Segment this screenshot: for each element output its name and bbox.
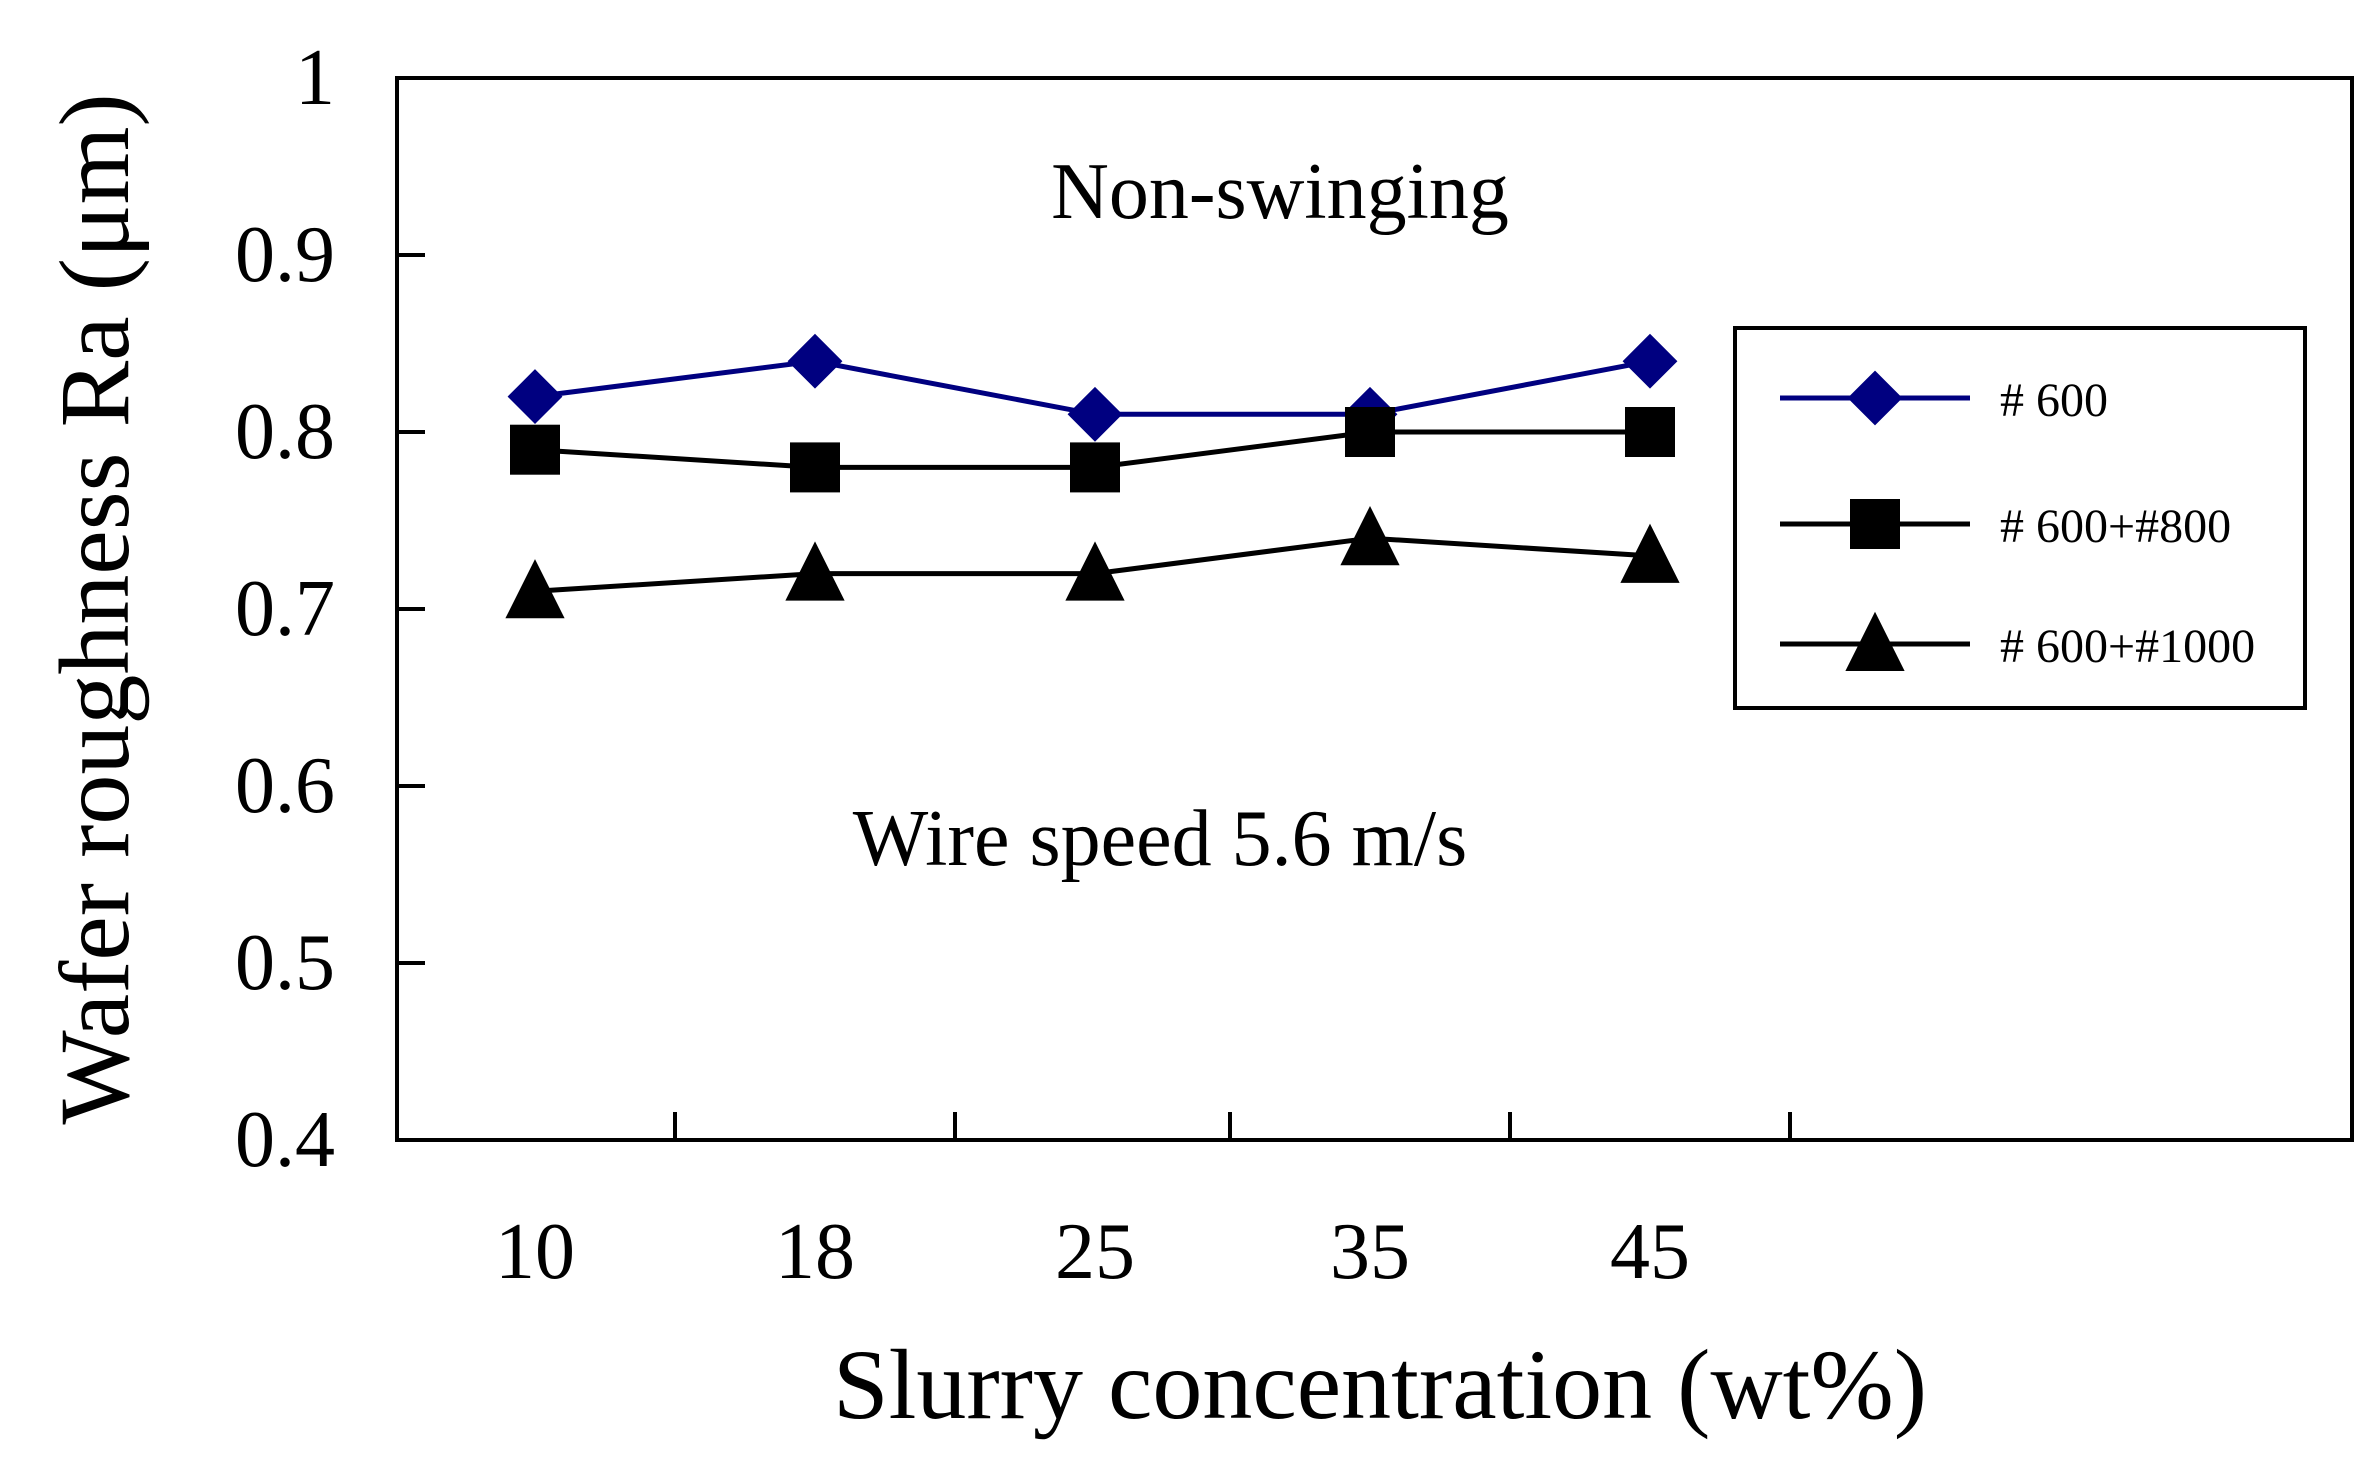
legend-marker-diamond bbox=[1847, 370, 1903, 426]
series-2 bbox=[510, 407, 1675, 493]
data-point-triangle bbox=[785, 541, 845, 601]
legend-label: # 600+#1000 bbox=[2000, 620, 2255, 673]
y-tick-label: 0.5 bbox=[235, 919, 335, 1007]
data-point-triangle bbox=[505, 559, 565, 619]
annotation-non-swinging: Non-swinging bbox=[1051, 148, 1509, 236]
x-axis-label: Slurry concentration (wt%) bbox=[833, 1329, 1927, 1440]
series-layer bbox=[505, 333, 1680, 619]
legend-entry: # 600+#800 bbox=[1780, 499, 2231, 553]
data-point-diamond bbox=[787, 333, 843, 389]
legend-entries: # 600 # 600+#800 # 600+#1000 bbox=[1780, 370, 2255, 673]
y-tick-label: 1 bbox=[295, 34, 335, 122]
y-tick-label: 0.9 bbox=[235, 211, 335, 299]
x-tick-label: 18 bbox=[775, 1208, 855, 1296]
x-tick-label: 45 bbox=[1610, 1208, 1690, 1296]
series-1 bbox=[507, 333, 1678, 442]
legend-entry: # 600 bbox=[1780, 370, 2108, 427]
y-axis-label: Wafer roughness Ra (μm) bbox=[39, 93, 150, 1124]
data-point-diamond bbox=[1622, 333, 1678, 389]
data-point-diamond bbox=[507, 369, 563, 425]
legend-label: # 600+#800 bbox=[2000, 500, 2231, 553]
y-tick-label: 0.4 bbox=[235, 1096, 335, 1184]
legend-marker-triangle bbox=[1845, 611, 1905, 671]
x-tick-label: 25 bbox=[1055, 1208, 1135, 1296]
data-point-triangle bbox=[1340, 505, 1400, 566]
series-3 bbox=[505, 505, 1680, 619]
legend-label: # 600 bbox=[2000, 374, 2108, 427]
x-tick-label: 35 bbox=[1330, 1208, 1410, 1296]
x-axis-ticks: 10 18 25 35 45 bbox=[495, 1112, 1792, 1296]
data-point-square bbox=[1625, 407, 1675, 457]
y-tick-label: 0.7 bbox=[235, 565, 335, 653]
legend-entry: # 600+#1000 bbox=[1780, 611, 2255, 673]
data-point-triangle bbox=[1065, 541, 1125, 601]
data-point-square bbox=[1070, 442, 1120, 493]
data-point-triangle bbox=[1620, 523, 1680, 583]
y-tick-label: 0.8 bbox=[235, 388, 335, 476]
legend: # 600 # 600+#800 # 600+#1000 bbox=[1733, 326, 2307, 710]
legend-marker-square bbox=[1850, 499, 1900, 549]
y-axis-ticks: 0.4 0.5 0.6 0.7 0.8 0.9 1 bbox=[235, 34, 425, 1184]
y-tick-label: 0.6 bbox=[235, 742, 335, 830]
data-point-square bbox=[510, 424, 560, 475]
data-point-square bbox=[1345, 407, 1395, 457]
data-point-diamond bbox=[1067, 386, 1123, 442]
x-tick-label: 10 bbox=[495, 1208, 575, 1296]
data-point-square bbox=[790, 442, 840, 493]
annotation-wire-speed: Wire speed 5.6 m/s bbox=[853, 795, 1467, 883]
